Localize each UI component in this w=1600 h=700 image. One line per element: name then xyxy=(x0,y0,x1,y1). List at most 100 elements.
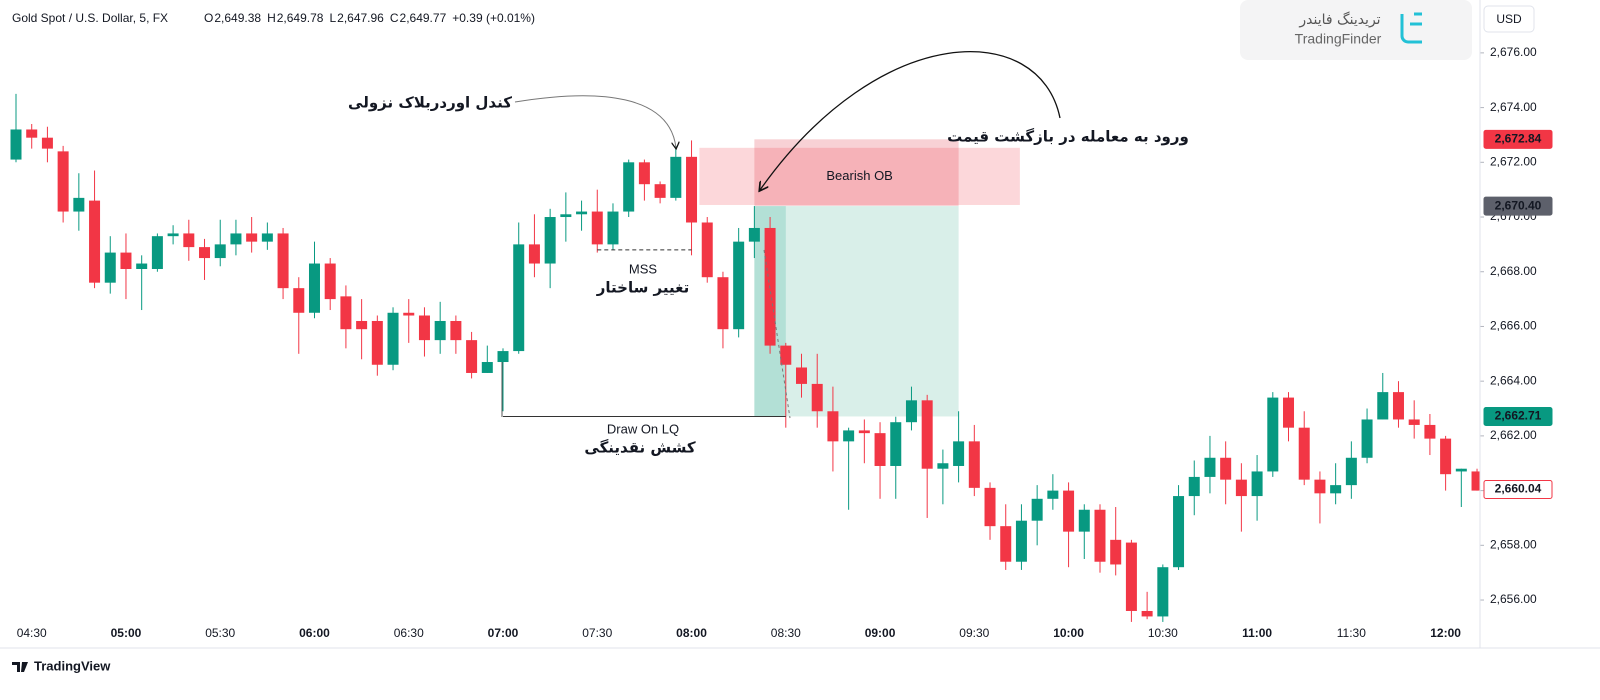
candle-body xyxy=(1314,479,1326,494)
ohlc-value: 2,649.77 xyxy=(400,11,447,25)
candle-body xyxy=(1047,490,1059,499)
candle-body xyxy=(921,400,933,469)
candle-body xyxy=(796,367,807,384)
candle-body xyxy=(638,162,650,185)
candle-body xyxy=(811,383,823,412)
y-tick-label: 2,664.00 xyxy=(1490,373,1537,387)
candle-body xyxy=(418,315,430,341)
y-tick-label: 2,668.00 xyxy=(1490,264,1537,278)
x-tick-label: 11:30 xyxy=(1337,626,1366,640)
candle-body xyxy=(1298,427,1310,480)
candle-body xyxy=(214,244,226,259)
x-tick-label: 06:00 xyxy=(299,626,330,640)
candle-body xyxy=(780,345,792,365)
ohlc-value: 2,649.78 xyxy=(277,11,324,25)
x-tick-label: 09:00 xyxy=(865,626,896,640)
candle-body xyxy=(1392,392,1404,420)
candle-body xyxy=(1345,457,1357,486)
x-tick-label: 11:00 xyxy=(1242,626,1272,640)
ohlc-value: 2,647.96 xyxy=(337,11,384,25)
candle-body xyxy=(1125,542,1137,611)
price-tag-label: 2,672.84 xyxy=(1495,131,1542,145)
ohlc-header: O 2,649.38 H 2,649.78 L 2,647.96 C 2,649.77 +0.3… xyxy=(204,11,535,25)
candle-body xyxy=(528,244,540,264)
logo-fa: تریدینگ فایندر xyxy=(1298,11,1380,28)
candle-body xyxy=(230,233,242,245)
price-tag xyxy=(1483,480,1553,500)
x-tick-label: 12:00 xyxy=(1430,626,1461,640)
candle-body xyxy=(623,162,635,212)
price-tag xyxy=(1483,196,1553,216)
candle-body xyxy=(1015,520,1027,562)
candle-body xyxy=(1377,392,1389,420)
candle-body xyxy=(858,430,870,434)
x-tick-label: 06:30 xyxy=(394,626,424,640)
candle-body xyxy=(1110,539,1122,565)
y-tick-label: 2,658.00 xyxy=(1490,537,1537,551)
candle-body xyxy=(293,288,305,313)
candle-body xyxy=(843,430,855,442)
candle-body xyxy=(1031,498,1043,521)
annotation-mss: MSS xyxy=(629,261,658,276)
candle-body xyxy=(10,129,22,160)
candle-body xyxy=(356,320,368,330)
candle-body xyxy=(1361,419,1373,458)
price-tag-label: 2,662.71 xyxy=(1495,409,1542,423)
candle-body xyxy=(1455,468,1467,472)
candle-body xyxy=(324,263,336,300)
candle-body xyxy=(1251,471,1263,497)
candle-body xyxy=(576,211,588,215)
candle-body xyxy=(1283,397,1295,428)
candle-body xyxy=(340,296,352,330)
annotation-ob-candle: کندل اوردربلاک نزولی xyxy=(348,94,512,112)
candle-body xyxy=(607,211,619,245)
candle-body xyxy=(387,312,399,365)
candle-body xyxy=(104,252,116,283)
candle-body xyxy=(654,184,666,198)
candle-body xyxy=(1267,397,1279,472)
candle-body xyxy=(26,129,38,138)
ohlc-value: 2,649.38 xyxy=(214,11,261,25)
candle-body xyxy=(1000,526,1012,562)
price-tag-label: 2,670.40 xyxy=(1495,198,1542,212)
x-tick-label: 05:00 xyxy=(111,626,142,640)
symbol-title: Gold Spot / U.S. Dollar, 5, FX xyxy=(12,11,168,25)
candle-body xyxy=(984,487,996,527)
overlay: 2,656.002,658.002,660.002,662.002,664.00… xyxy=(17,45,1553,640)
currency-box[interactable] xyxy=(1483,5,1535,33)
candle-body xyxy=(1188,476,1200,497)
candle-body xyxy=(1078,509,1090,532)
price-tag xyxy=(1483,406,1553,426)
candle-body xyxy=(246,233,258,242)
candle-body xyxy=(277,233,289,289)
candle-body xyxy=(1424,424,1436,439)
candle-body xyxy=(968,441,980,488)
candle-body xyxy=(199,247,211,259)
annotation-lq: Draw On LQ xyxy=(607,421,679,436)
annotation-mss-fa: تغییر ساختار xyxy=(596,279,689,297)
candle-body xyxy=(466,340,478,373)
candle-body xyxy=(1330,485,1342,494)
candle-body xyxy=(89,200,101,283)
y-tick-label: 2,674.00 xyxy=(1490,100,1537,114)
x-tick-label: 07:00 xyxy=(488,626,519,640)
candle-body xyxy=(1204,457,1216,477)
candle-body xyxy=(513,244,525,352)
candle-body xyxy=(591,211,603,245)
logo-icon xyxy=(1400,12,1422,44)
candle-body xyxy=(136,263,148,270)
x-tick-label: 04:30 xyxy=(17,626,47,640)
logo-en: TradingFinder xyxy=(1295,31,1382,47)
y-tick-label: 2,662.00 xyxy=(1490,428,1537,442)
candle-body xyxy=(1471,471,1480,491)
candle-body xyxy=(701,222,713,278)
candle-body xyxy=(120,252,132,270)
candle-body xyxy=(733,241,745,330)
x-tick-label: 07:30 xyxy=(582,626,612,640)
candle-body xyxy=(73,197,85,212)
zone xyxy=(754,139,959,207)
candle-body xyxy=(953,441,965,466)
candle-body xyxy=(308,263,320,313)
arrow-entry xyxy=(760,51,1061,190)
candles xyxy=(10,93,1480,622)
